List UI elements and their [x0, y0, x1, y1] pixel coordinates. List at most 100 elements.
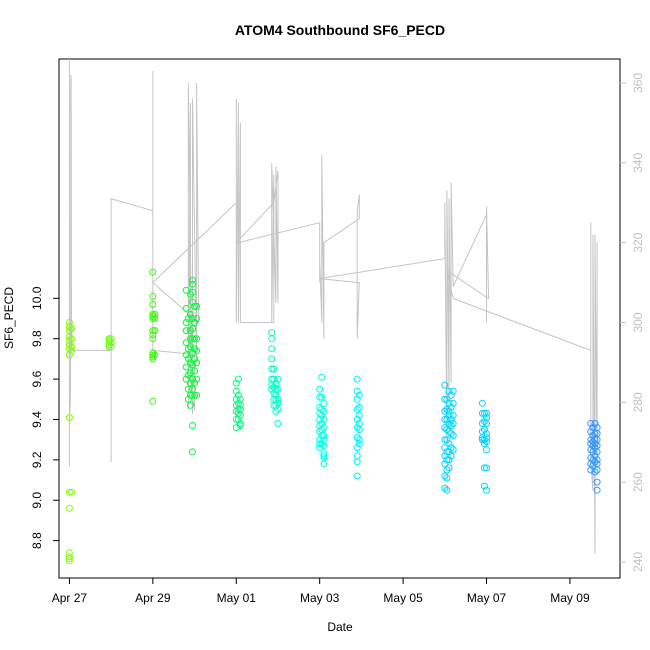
data-point — [320, 452, 328, 460]
data-point — [445, 464, 453, 472]
data-point — [270, 365, 278, 373]
plot-frame — [58, 58, 621, 579]
data-point — [272, 391, 280, 399]
data-point — [318, 373, 326, 381]
data-point — [184, 371, 192, 379]
data-point — [447, 403, 455, 411]
data-point — [443, 416, 451, 423]
data-point — [186, 401, 194, 409]
data-point — [443, 395, 451, 403]
data-point — [589, 462, 597, 470]
data-point — [441, 395, 449, 403]
data-point — [441, 460, 449, 468]
data-point — [587, 428, 595, 436]
data-point — [445, 428, 453, 436]
data-point — [68, 325, 75, 333]
data-point — [232, 379, 240, 387]
data-point — [320, 416, 328, 423]
data-point — [318, 432, 326, 440]
data-point — [445, 387, 453, 395]
data-point — [441, 472, 449, 480]
data-point — [107, 339, 115, 347]
data-point — [443, 448, 451, 456]
data-point — [589, 438, 597, 446]
data-point — [478, 420, 486, 427]
data-point — [483, 409, 490, 417]
data-point — [353, 375, 361, 383]
data-point — [191, 319, 199, 326]
data-point — [186, 290, 194, 298]
data-point — [480, 409, 488, 417]
data-point — [65, 333, 73, 341]
data-point — [274, 420, 282, 427]
data-point — [182, 351, 190, 359]
data-point — [232, 416, 240, 423]
data-point — [441, 381, 449, 389]
data-point — [182, 304, 190, 312]
data-point — [191, 335, 199, 343]
data-point — [593, 466, 601, 474]
data-point — [268, 381, 276, 389]
data-point — [236, 422, 244, 429]
data-point — [445, 456, 453, 464]
data-point — [591, 420, 599, 427]
data-point — [107, 335, 115, 343]
data-point — [68, 335, 75, 343]
x-tick-label: May 03 — [300, 591, 340, 605]
data-point — [68, 488, 75, 496]
x-tick-label: May 01 — [217, 591, 257, 605]
data-point — [274, 375, 282, 383]
data-point — [182, 327, 190, 335]
data-point — [193, 359, 201, 367]
y-axis: 8.8 9.0 9.2 9.4 9.6 9.8 10.0 — [30, 286, 59, 549]
data-point — [587, 420, 595, 427]
data-point — [353, 472, 361, 480]
x-tick-label: Apr 29 — [135, 591, 171, 605]
data-point — [320, 407, 328, 415]
data-point — [441, 407, 449, 415]
data-point — [443, 474, 451, 482]
data-point — [149, 355, 157, 363]
data-point — [68, 347, 75, 355]
data-point — [353, 444, 361, 452]
data-point — [105, 343, 113, 351]
data-point — [449, 387, 457, 395]
data-point — [184, 385, 192, 393]
data-point — [320, 432, 328, 440]
data-point — [65, 555, 73, 563]
data-point — [191, 379, 199, 387]
data-point — [445, 411, 453, 419]
data-point — [274, 405, 282, 413]
data-point — [320, 399, 328, 407]
data-point — [447, 422, 455, 429]
data-point — [149, 327, 157, 335]
data-point — [353, 452, 361, 460]
data-point — [320, 424, 328, 432]
x-tick-label: May 05 — [383, 591, 423, 605]
data-point — [447, 430, 455, 438]
data-point — [445, 399, 453, 407]
data-point — [353, 405, 361, 413]
y-tick-label: 9.4 — [30, 411, 44, 428]
data-point — [189, 276, 196, 284]
altitude-line — [68, 59, 598, 555]
data-point — [193, 335, 201, 343]
data-point — [447, 391, 455, 399]
data-point — [445, 440, 453, 448]
data-point — [355, 391, 363, 399]
data-point — [234, 416, 242, 423]
data-point — [191, 391, 199, 399]
data-point — [478, 409, 486, 417]
data-point — [441, 436, 449, 444]
data-point — [186, 343, 194, 351]
data-point — [65, 341, 73, 349]
data-point — [591, 444, 599, 452]
data-point — [593, 456, 601, 464]
data-point — [449, 411, 457, 419]
data-point — [234, 391, 242, 399]
data-point — [268, 365, 276, 373]
data-point — [193, 315, 201, 322]
data-point — [268, 335, 276, 343]
data-point — [186, 369, 194, 377]
